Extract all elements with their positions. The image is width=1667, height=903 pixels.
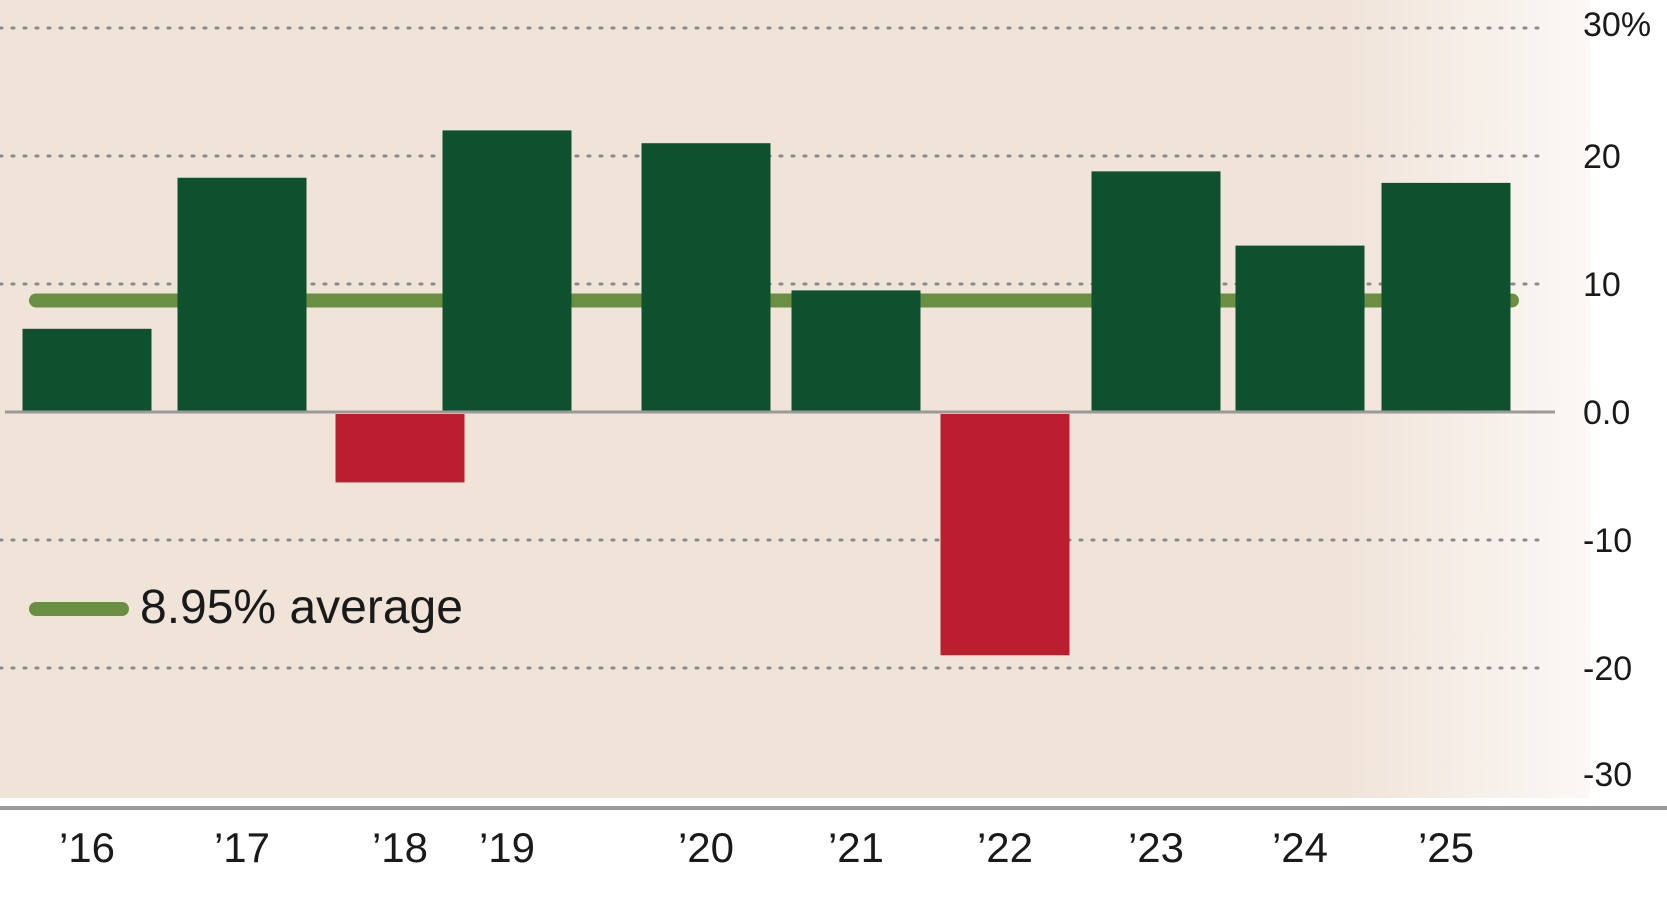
- bar-overlap-7: [1091, 292, 1221, 309]
- bar-8: [1235, 245, 1365, 412]
- y-tick-label-0: 30%: [1583, 6, 1651, 44]
- average-line-group: [29, 292, 1519, 309]
- bar-overlap-1: [177, 292, 307, 309]
- x-tick-label-6: ’22: [977, 824, 1033, 871]
- bar-overlap-8: [1235, 292, 1365, 309]
- legend: 8.95% average: [29, 581, 463, 634]
- legend-average-label: 8.95% average: [140, 581, 463, 634]
- x-tick-label-3: ’19: [479, 824, 535, 871]
- bar-overlap-9: [1381, 292, 1511, 309]
- x-tick-label-9: ’25: [1418, 824, 1474, 871]
- bar-5: [791, 290, 921, 412]
- x-tick-label-0: ’16: [59, 824, 115, 871]
- y-tick-label-4: -10: [1583, 522, 1632, 560]
- bar-overlap-5: [791, 292, 921, 309]
- x-tick-label-2: ’18: [372, 824, 428, 871]
- bar-7: [1091, 171, 1221, 412]
- bar-6: [940, 414, 1070, 656]
- x-tick-label-8: ’24: [1272, 824, 1328, 871]
- x-tick-label-1: ’17: [214, 824, 270, 871]
- bar-3: [442, 130, 572, 412]
- y-tick-label-1: 20: [1583, 138, 1621, 176]
- y-tick-label-5: -20: [1583, 650, 1632, 688]
- bar-overlap-4: [641, 292, 771, 309]
- x-tick-label-5: ’21: [828, 824, 884, 871]
- bar-4: [641, 143, 771, 412]
- y-tick-label-2: 10: [1583, 266, 1621, 304]
- x-tick-labels: ’16 ’17 ’18 ’19 ’20 ’21 ’22 ’23 ’24 ’25: [59, 824, 1474, 871]
- bar-overlap-3: [442, 292, 572, 309]
- y-tick-labels: 30% 20 10 0.0 -10 -20 -30: [1583, 6, 1651, 794]
- axes: [0, 410, 1667, 810]
- x-tick-label-7: ’23: [1128, 824, 1184, 871]
- bar-0: [22, 328, 152, 412]
- bar-2: [335, 414, 465, 483]
- y-tick-label-6: -30: [1583, 756, 1632, 794]
- x-tick-label-4: ’20: [678, 824, 734, 871]
- y-tick-label-3: 0.0: [1583, 394, 1630, 432]
